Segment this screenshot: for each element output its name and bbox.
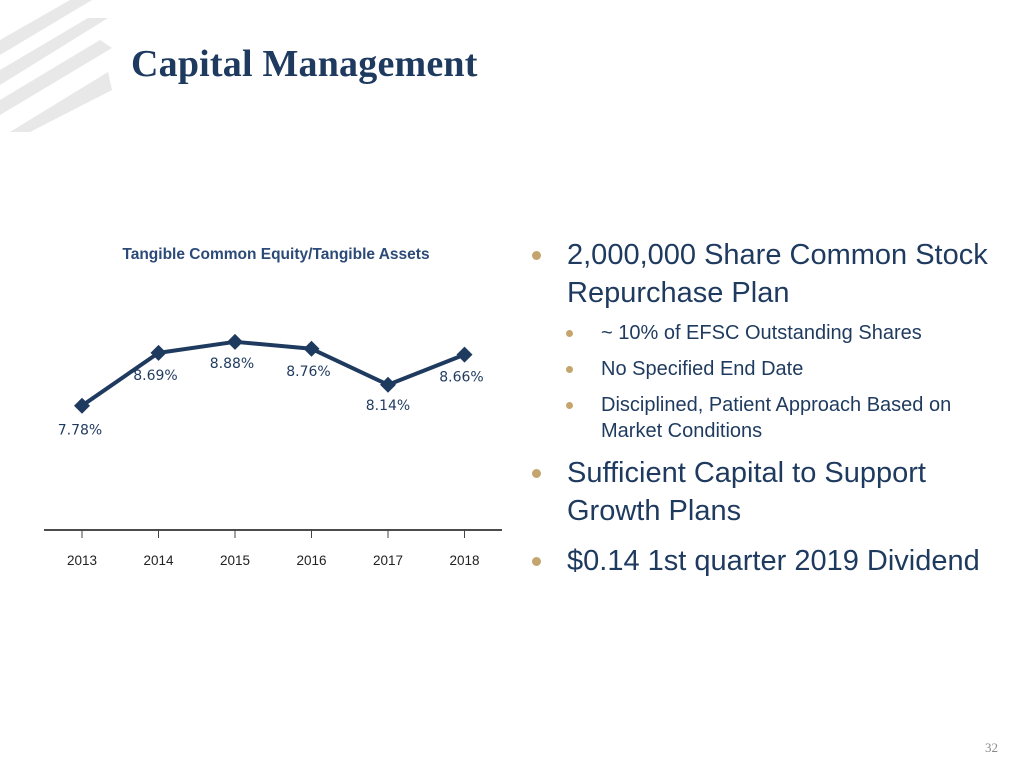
x-tick-label-2013: 2013 [67, 553, 97, 568]
data-point-2014 [150, 344, 167, 361]
page-number: 32 [985, 740, 998, 755]
bullet-item: 2,000,000 Share Common Stock Repurchase … [531, 236, 1011, 312]
data-label-2015: 8.88% [210, 356, 254, 372]
sub-bullet-list: ~ 10% of EFSC Outstanding Shares No Speci… [531, 320, 1011, 444]
bullet-item: Sufficient Capital to Support Growth Pla… [531, 454, 1011, 530]
bullet-text: $0.14 1st quarter 2019 Dividend [567, 545, 980, 577]
line-chart: Tangible Common Equity/Tangible Assets 2… [44, 246, 502, 568]
data-point-2016 [303, 340, 320, 357]
data-label-2016: 8.76% [286, 364, 330, 380]
data-label-2013: 7.78% [58, 423, 102, 439]
x-tick-label-2017: 2017 [373, 553, 403, 568]
data-label-2017: 8.14% [366, 398, 410, 414]
bullet-text: Sufficient Capital to Support Growth Pla… [567, 457, 926, 527]
data-label-2018: 8.66% [439, 370, 483, 386]
x-tick-label-2018: 2018 [449, 553, 479, 568]
bullet-dot [566, 366, 573, 373]
series-markers [74, 333, 473, 414]
data-point-2015 [227, 333, 243, 350]
sub-bullet-item: Disciplined, Patient Approach Based on M… [531, 392, 1011, 444]
bullet-list: 2,000,000 Share Common Stock Repurchase … [531, 236, 1011, 588]
bullet-text: 2,000,000 Share Common Stock Repurchase … [567, 239, 988, 309]
bullet-dot [532, 251, 541, 260]
data-label-2014: 8.69% [133, 368, 177, 384]
chart-title: Tangible Common Equity/Tangible Assets [122, 246, 429, 263]
x-axis-tick-labels: 2013 2014 2015 2016 2017 2018 [67, 553, 480, 568]
bullet-dot [532, 469, 541, 478]
data-point-2017 [380, 376, 396, 393]
bullet-item: $0.14 1st quarter 2019 Dividend [531, 542, 1011, 580]
x-tick-label-2016: 2016 [296, 553, 326, 568]
data-point-2013 [74, 397, 90, 414]
sub-bullet-text: ~ 10% of EFSC Outstanding Shares [601, 322, 922, 344]
x-tick-label-2015: 2015 [220, 553, 250, 568]
sub-bullet-item: ~ 10% of EFSC Outstanding Shares [531, 320, 1011, 346]
sub-bullet-text: No Specified End Date [601, 358, 804, 380]
sub-bullet-text: Disciplined, Patient Approach Based on M… [601, 394, 952, 442]
x-axis-ticks [81, 530, 465, 538]
bullet-dot [566, 330, 573, 337]
bullet-dot [566, 402, 573, 409]
logo-stripes [0, 0, 112, 132]
slide-title: Capital Management [131, 43, 478, 85]
data-point-2018 [456, 346, 473, 363]
bullet-dot [532, 557, 541, 566]
x-tick-label-2014: 2014 [143, 553, 174, 568]
sub-bullet-item: No Specified End Date [531, 356, 1011, 382]
series-line [80, 339, 467, 408]
data-labels: 7.78% 8.69% 8.88% 8.76% 8.14% 8.66% [58, 356, 484, 439]
